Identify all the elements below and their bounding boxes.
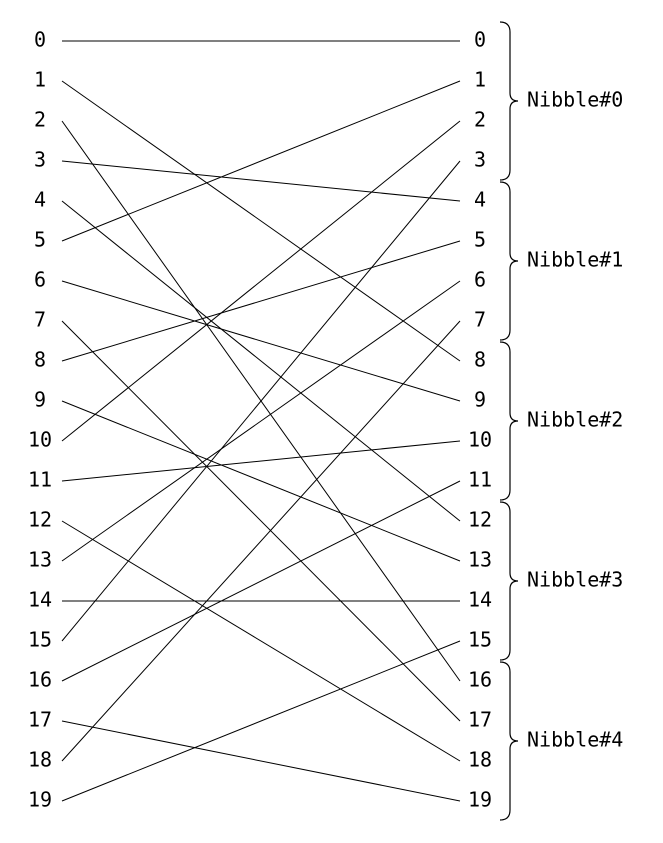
left-bit-label: 16 xyxy=(28,668,52,692)
left-bit-label: 11 xyxy=(28,468,52,492)
right-bit-label: 7 xyxy=(474,308,486,332)
connection xyxy=(61,160,461,642)
right-bit-label: 15 xyxy=(468,628,492,652)
right-bit-label: 12 xyxy=(468,508,492,532)
left-bit-label: 1 xyxy=(34,68,46,92)
connection xyxy=(61,200,461,522)
connection xyxy=(61,280,461,562)
left-bit-label: 15 xyxy=(28,628,52,652)
connection xyxy=(61,440,461,482)
left-bit-label: 6 xyxy=(34,268,46,292)
right-bit-label: 4 xyxy=(474,188,486,212)
right-bit-label: 11 xyxy=(468,468,492,492)
connection xyxy=(61,160,461,202)
left-bit-label: 14 xyxy=(28,588,52,612)
left-bit-label: 7 xyxy=(34,308,46,332)
right-bit-label: 8 xyxy=(474,348,486,372)
right-bit-label: 3 xyxy=(474,148,486,172)
connection xyxy=(61,320,461,762)
left-bit-label: 9 xyxy=(34,388,46,412)
connection xyxy=(61,520,461,762)
connection xyxy=(61,480,461,682)
right-bit-label: 13 xyxy=(468,548,492,572)
connection xyxy=(61,280,461,402)
group-label: Nibble#2 xyxy=(527,408,623,432)
right-bit-label: 16 xyxy=(468,668,492,692)
right-bit-label: 9 xyxy=(474,388,486,412)
connection xyxy=(61,80,461,362)
left-bit-label: 19 xyxy=(28,788,52,812)
connection xyxy=(61,720,461,802)
right-bit-label: 10 xyxy=(468,428,492,452)
left-bit-label: 8 xyxy=(34,348,46,372)
left-bit-label: 18 xyxy=(28,748,52,772)
left-bit-label: 13 xyxy=(28,548,52,572)
connection xyxy=(61,400,461,562)
group-brace xyxy=(499,181,519,341)
group-label: Nibble#4 xyxy=(527,728,623,752)
connection xyxy=(61,640,461,802)
right-bit-label: 2 xyxy=(474,108,486,132)
left-bit-label: 17 xyxy=(28,708,52,732)
right-bit-label: 18 xyxy=(468,748,492,772)
connection xyxy=(61,320,461,722)
right-bit-label: 19 xyxy=(468,788,492,812)
right-bit-label: 17 xyxy=(468,708,492,732)
left-bit-label: 12 xyxy=(28,508,52,532)
left-bit-label: 5 xyxy=(34,228,46,252)
group-brace xyxy=(499,661,519,821)
right-bit-label: 1 xyxy=(474,68,486,92)
connection xyxy=(61,120,461,442)
group-label: Nibble#3 xyxy=(527,568,623,592)
right-bit-label: 0 xyxy=(474,28,486,52)
group-label: Nibble#1 xyxy=(527,248,623,272)
left-bit-label: 0 xyxy=(34,28,46,52)
left-bit-label: 4 xyxy=(34,188,46,212)
group-brace xyxy=(499,21,519,181)
right-bit-label: 14 xyxy=(468,588,492,612)
left-bit-label: 10 xyxy=(28,428,52,452)
right-bit-label: 6 xyxy=(474,268,486,292)
group-brace xyxy=(499,501,519,661)
group-label: Nibble#0 xyxy=(527,88,623,112)
right-bit-label: 5 xyxy=(474,228,486,252)
connection xyxy=(61,240,461,362)
left-bit-label: 3 xyxy=(34,148,46,172)
connection xyxy=(61,80,461,242)
left-bit-label: 2 xyxy=(34,108,46,132)
group-brace xyxy=(499,341,519,501)
